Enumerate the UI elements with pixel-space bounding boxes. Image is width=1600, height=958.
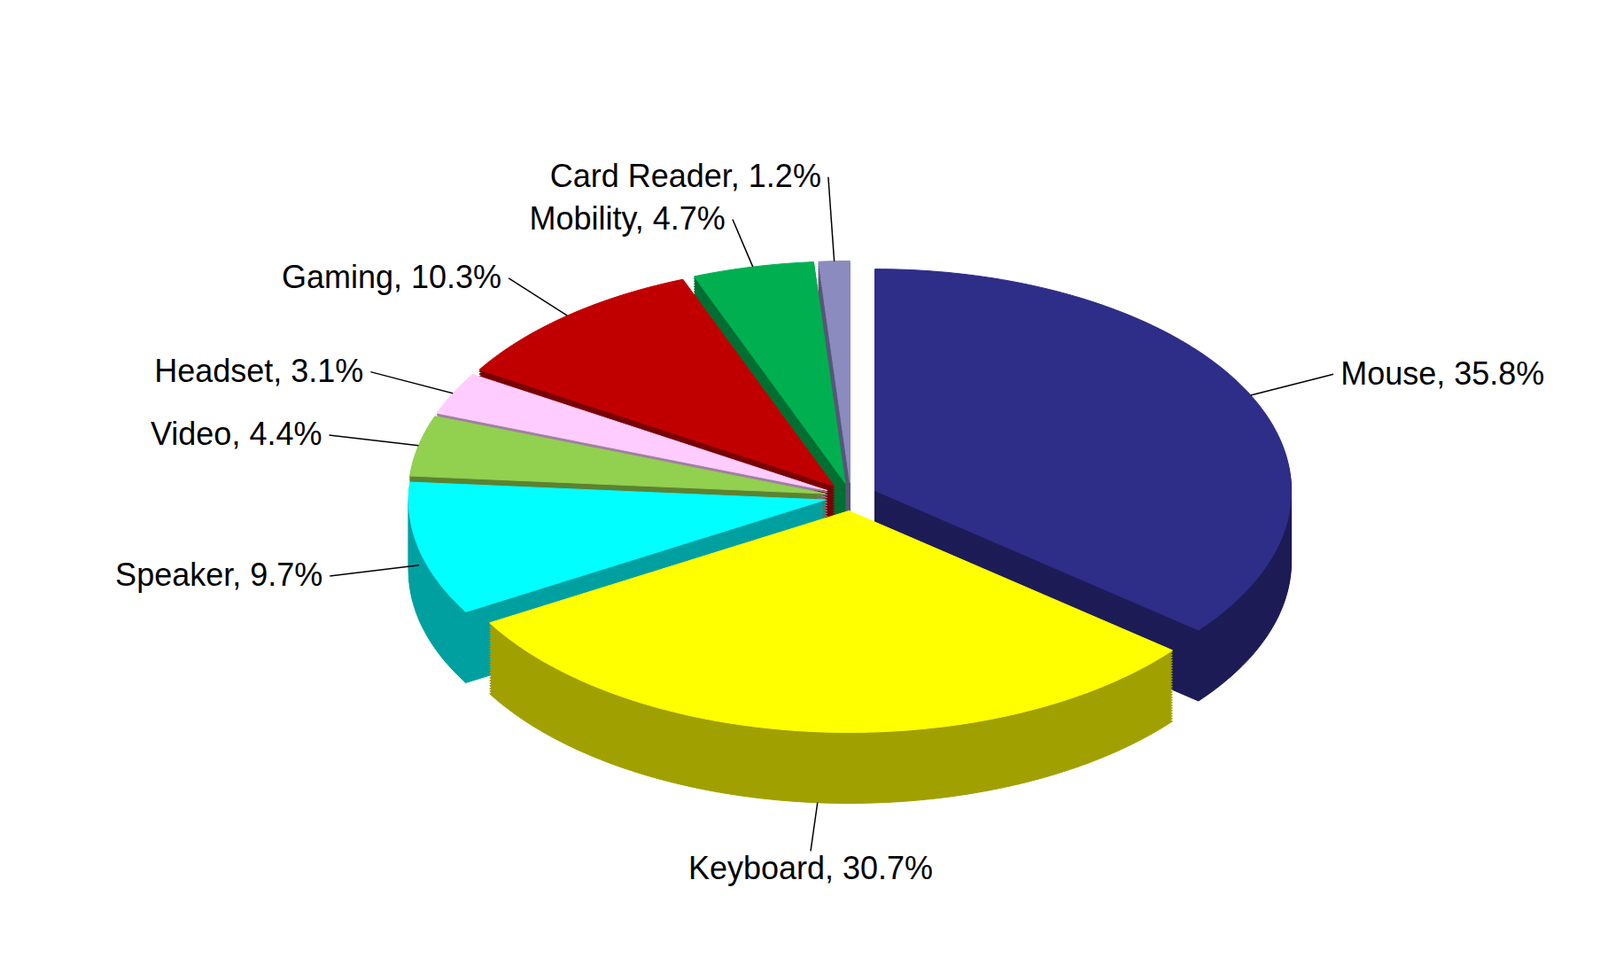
svg-text:Mouse, 35.8%: Mouse, 35.8% bbox=[1340, 355, 1545, 392]
svg-text:Speaker, 9.7%: Speaker, 9.7% bbox=[115, 556, 323, 593]
svg-text:Headset, 3.1%: Headset, 3.1% bbox=[154, 352, 364, 389]
svg-text:Mobility, 4.7%: Mobility, 4.7% bbox=[528, 200, 725, 237]
svg-text:Gaming, 10.3%: Gaming, 10.3% bbox=[281, 258, 502, 296]
svg-text:Keyboard, 30.7%: Keyboard, 30.7% bbox=[688, 849, 933, 886]
svg-text:Video, 4.4%: Video, 4.4% bbox=[150, 415, 322, 452]
svg-text:Card Reader, 1.2%: Card Reader, 1.2% bbox=[550, 157, 822, 195]
